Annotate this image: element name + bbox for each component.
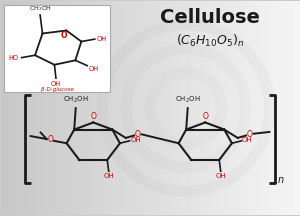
Bar [174,0,185,216]
Bar [218,0,230,216]
Bar [196,0,208,216]
Text: CH$_2$OH: CH$_2$OH [175,94,200,105]
Bar [229,0,241,216]
Text: O: O [60,31,67,40]
Text: O: O [90,113,96,121]
Bar [184,0,196,216]
Text: HO: HO [8,55,19,61]
Bar [273,0,285,216]
Text: Cellulose: Cellulose [160,8,260,27]
Bar [107,0,119,216]
Text: O: O [47,135,53,144]
Bar [251,0,263,216]
Bar [240,0,252,216]
Bar [41,0,53,216]
Bar [96,0,108,216]
Text: $(C_6H_{10}O_5)_n$: $(C_6H_{10}O_5)_n$ [176,33,244,49]
Bar [85,0,97,216]
Bar [163,0,175,216]
Text: OH: OH [89,66,99,72]
Bar [19,0,31,216]
Text: β-D-glucose: β-D-glucose [41,87,74,92]
Bar [8,0,20,216]
Text: OH: OH [215,173,226,179]
Bar [118,0,130,216]
Text: OH: OH [242,137,253,143]
Text: O: O [247,130,253,139]
Bar [129,0,141,216]
Bar [207,0,219,216]
Bar [152,0,164,216]
Bar [63,0,75,216]
Text: O: O [135,130,141,139]
Bar [74,0,86,216]
Bar [0,0,9,216]
Bar [30,0,42,216]
Bar [52,0,64,216]
Bar [284,0,296,216]
Text: OH: OH [97,36,107,41]
Text: CH$_2$OH: CH$_2$OH [63,94,88,105]
Bar [262,0,274,216]
Text: O: O [202,113,208,121]
Bar [4,5,110,92]
Bar [295,0,300,216]
Text: n: n [278,175,284,185]
Text: OH: OH [130,137,141,143]
Text: CH$_2$OH: CH$_2$OH [28,5,52,13]
Text: OH: OH [103,173,114,179]
Bar [140,0,152,216]
Text: OH: OH [51,81,61,87]
